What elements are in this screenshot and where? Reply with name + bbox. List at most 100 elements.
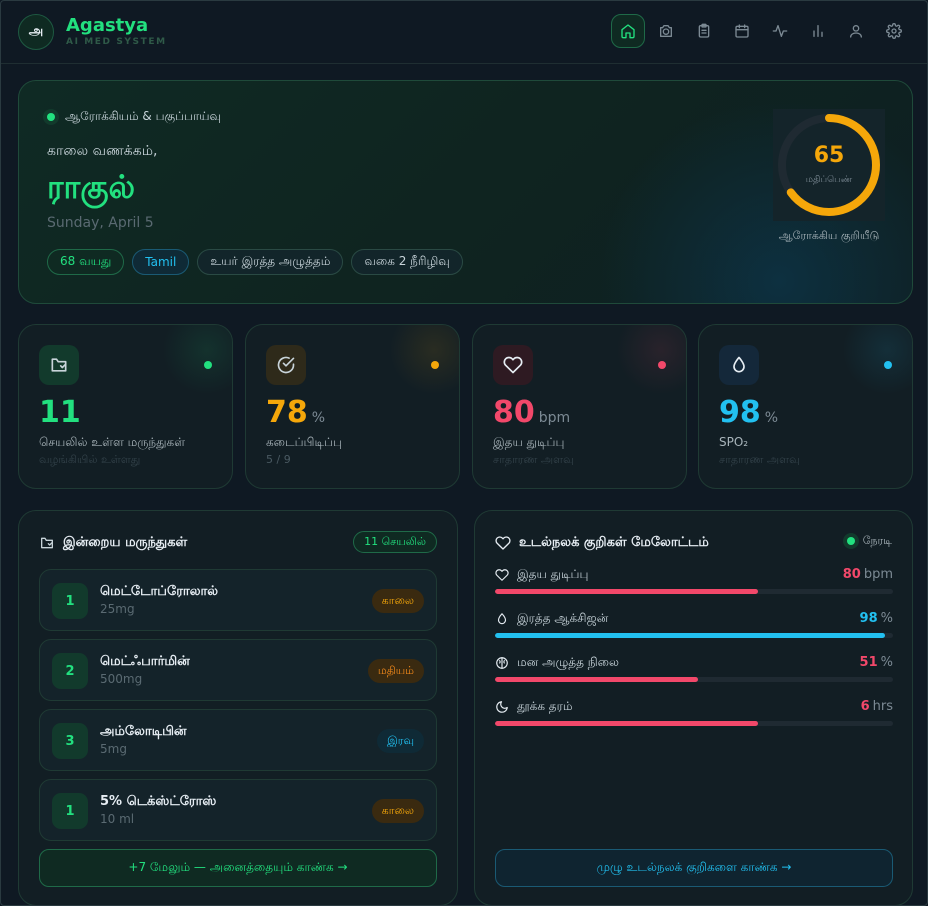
camera-icon — [660, 25, 672, 37]
metric-value: 98% — [859, 611, 893, 626]
medication-number: 3 — [52, 723, 88, 759]
greeting: காலை வணக்கம், — [47, 143, 158, 159]
check-circle-icon — [277, 356, 295, 374]
stat-card-spo2[interactable]: 98% SPO₂ சாதாரண அளவு — [698, 324, 913, 489]
medication-name: அம்லோடிபின் — [100, 724, 187, 739]
home-icon — [621, 24, 635, 39]
pill-icon — [51, 358, 67, 372]
medication-name: 5% டெக்ஸ்ட்ரோஸ் — [100, 794, 217, 809]
metric-sleep-quality: தூக்க தரம் 6 hrs — [495, 699, 893, 726]
stat-card-medications[interactable]: 11 செயலில் உள்ள மருந்துகள் வழங்கியில் உள… — [18, 324, 233, 489]
profile-chips: 68 வயது Tamil உயர் இரத்த அழுத்தம் வகை 2 … — [47, 249, 463, 275]
medication-number: 1 — [52, 793, 88, 829]
settings-icon — [886, 23, 902, 39]
chip-condition-diabetes: வகை 2 நீரிழிவு — [351, 249, 463, 275]
stat-card-heart-rate[interactable]: 80 bpm இதய துடிப்பு சாதாரண அளவு — [472, 324, 687, 489]
metric-bar — [495, 589, 893, 594]
heart-icon — [495, 569, 509, 581]
nav-activity-button[interactable] — [763, 14, 797, 48]
status-dot — [884, 361, 892, 369]
live-indicator: நேரடி — [842, 533, 892, 549]
nav-home-button[interactable] — [611, 14, 645, 48]
gauge-arc — [778, 114, 880, 216]
stat-icon-box — [266, 345, 306, 385]
clipboard-icon — [698, 23, 710, 38]
metric-value: 80 bpm — [842, 567, 893, 582]
stat-value: 11 — [39, 395, 81, 430]
medication-item[interactable]: 1 மெட்டோப்ரோலால் 25mg காலை — [39, 569, 437, 631]
status-dot — [658, 361, 666, 369]
nav-clipboard-button[interactable] — [687, 14, 721, 48]
chip-age: 68 வயது — [47, 249, 125, 275]
stat-icon-box — [719, 345, 759, 385]
hero-tag-label: ஆரோக்கியம் & பகுப்பாய்வு — [65, 109, 222, 123]
health-score-gauge: 65 மதிப்பெண் — [773, 109, 885, 221]
view-all-vitals-button[interactable]: முழு உடல்நலக் குறிகளை காண்க → — [495, 849, 893, 887]
metric-label: இதய துடிப்பு — [517, 567, 589, 581]
metric-heart-rate: இதய துடிப்பு 80 bpm — [495, 567, 893, 594]
medication-item[interactable]: 1 5% டெக்ஸ்ட்ரோஸ் 10 ml காலை — [39, 779, 437, 841]
stat-icon-box — [39, 345, 79, 385]
nav-camera-button[interactable] — [649, 14, 683, 48]
medication-item[interactable]: 3 அம்லோடிபின் 5mg இரவு — [39, 709, 437, 771]
stat-sublabel: 5 / 9 — [266, 453, 291, 466]
stat-sublabel: சாதாரண அளவு — [493, 453, 574, 466]
activity-icon — [772, 25, 788, 37]
heart-icon — [503, 356, 523, 374]
stat-label: கடைப்பிடிப்பு — [266, 435, 342, 449]
brand-title: Agastya — [66, 15, 149, 36]
metric-bar-fill — [495, 633, 886, 638]
medication-dose: 25mg — [100, 602, 135, 616]
metric-label: தூக்க தரம் — [517, 699, 573, 713]
medications-title-text: இன்றைய மருந்துகள் — [63, 535, 188, 550]
active-count-badge: 11 செயலில் — [353, 531, 437, 553]
vitals-title-text: உடல்நலக் குறிகள் மேலோட்டம் — [519, 535, 709, 550]
nav-profile-button[interactable] — [839, 14, 873, 48]
medication-time-badge: காலை — [371, 589, 424, 613]
health-score-caption: ஆரோக்கிய குறியீடு — [778, 229, 880, 242]
stat-sublabel: வழங்கியில் உள்ளது — [39, 453, 141, 466]
medication-number: 1 — [52, 583, 88, 619]
metric-bar-fill — [495, 721, 758, 726]
nav-calendar-button[interactable] — [725, 14, 759, 48]
metric-bar — [495, 633, 893, 638]
droplet-icon — [497, 613, 507, 625]
metric-bar-fill — [495, 677, 698, 682]
status-dot-icon — [43, 109, 59, 125]
moon-icon — [496, 701, 508, 713]
brand-subtitle: AI MED SYSTEM — [66, 37, 167, 47]
metric-stress-level: மன அழுத்த நிலை 51% — [495, 655, 893, 682]
calendar-icon — [735, 24, 749, 38]
medications-title: இன்றைய மருந்துகள் — [39, 535, 187, 551]
logo-avatar: அ — [18, 14, 54, 50]
app-header: அ Agastya AI MED SYSTEM — [0, 0, 928, 64]
health-score-value: 65 — [813, 143, 845, 168]
medication-time-badge: காலை — [371, 799, 424, 823]
stat-value: 98% — [719, 395, 779, 430]
medication-item[interactable]: 2 மெட்ஃபார்மின் 500mg மதியம் — [39, 639, 437, 701]
nav-settings-button[interactable] — [877, 14, 911, 48]
hero-card: ஆரோக்கியம் & பகுப்பாய்வு காலை வணக்கம், ர… — [18, 80, 913, 304]
brain-icon — [496, 657, 508, 669]
view-all-medications-button[interactable]: +7 மேலும் — அனைத்தையும் காண்க → — [39, 849, 437, 887]
user-icon — [850, 25, 862, 38]
stat-card-adherence[interactable]: 78% கடைப்பிடிப்பு 5 / 9 — [245, 324, 460, 489]
medication-dose: 500mg — [100, 672, 143, 686]
chip-condition-bp: உயர் இரத்த அழுத்தம் — [197, 249, 344, 275]
brand: Agastya AI MED SYSTEM — [66, 16, 167, 48]
vitals-title: உடல்நலக் குறிகள் மேலோட்டம் — [495, 535, 709, 551]
live-label: நேரடி — [862, 533, 892, 547]
pill-icon — [41, 537, 53, 549]
metric-value: 6 hrs — [860, 699, 893, 714]
nav-chart-button[interactable] — [801, 14, 835, 48]
droplet-icon — [733, 356, 745, 373]
medication-time-badge: இரவு — [377, 729, 424, 753]
live-dot-icon — [842, 533, 859, 549]
chip-language: Tamil — [132, 249, 190, 275]
medication-dose: 5mg — [100, 742, 127, 756]
medication-time-badge: மதியம் — [367, 659, 424, 683]
status-dot — [204, 361, 212, 369]
status-dot — [431, 361, 439, 369]
metric-blood-oxygen: இரத்த ஆக்சிஜன் 98% — [495, 611, 893, 638]
medications-panel: இன்றைய மருந்துகள் 11 செயலில் 1 மெட்டோப்ர… — [18, 510, 458, 906]
